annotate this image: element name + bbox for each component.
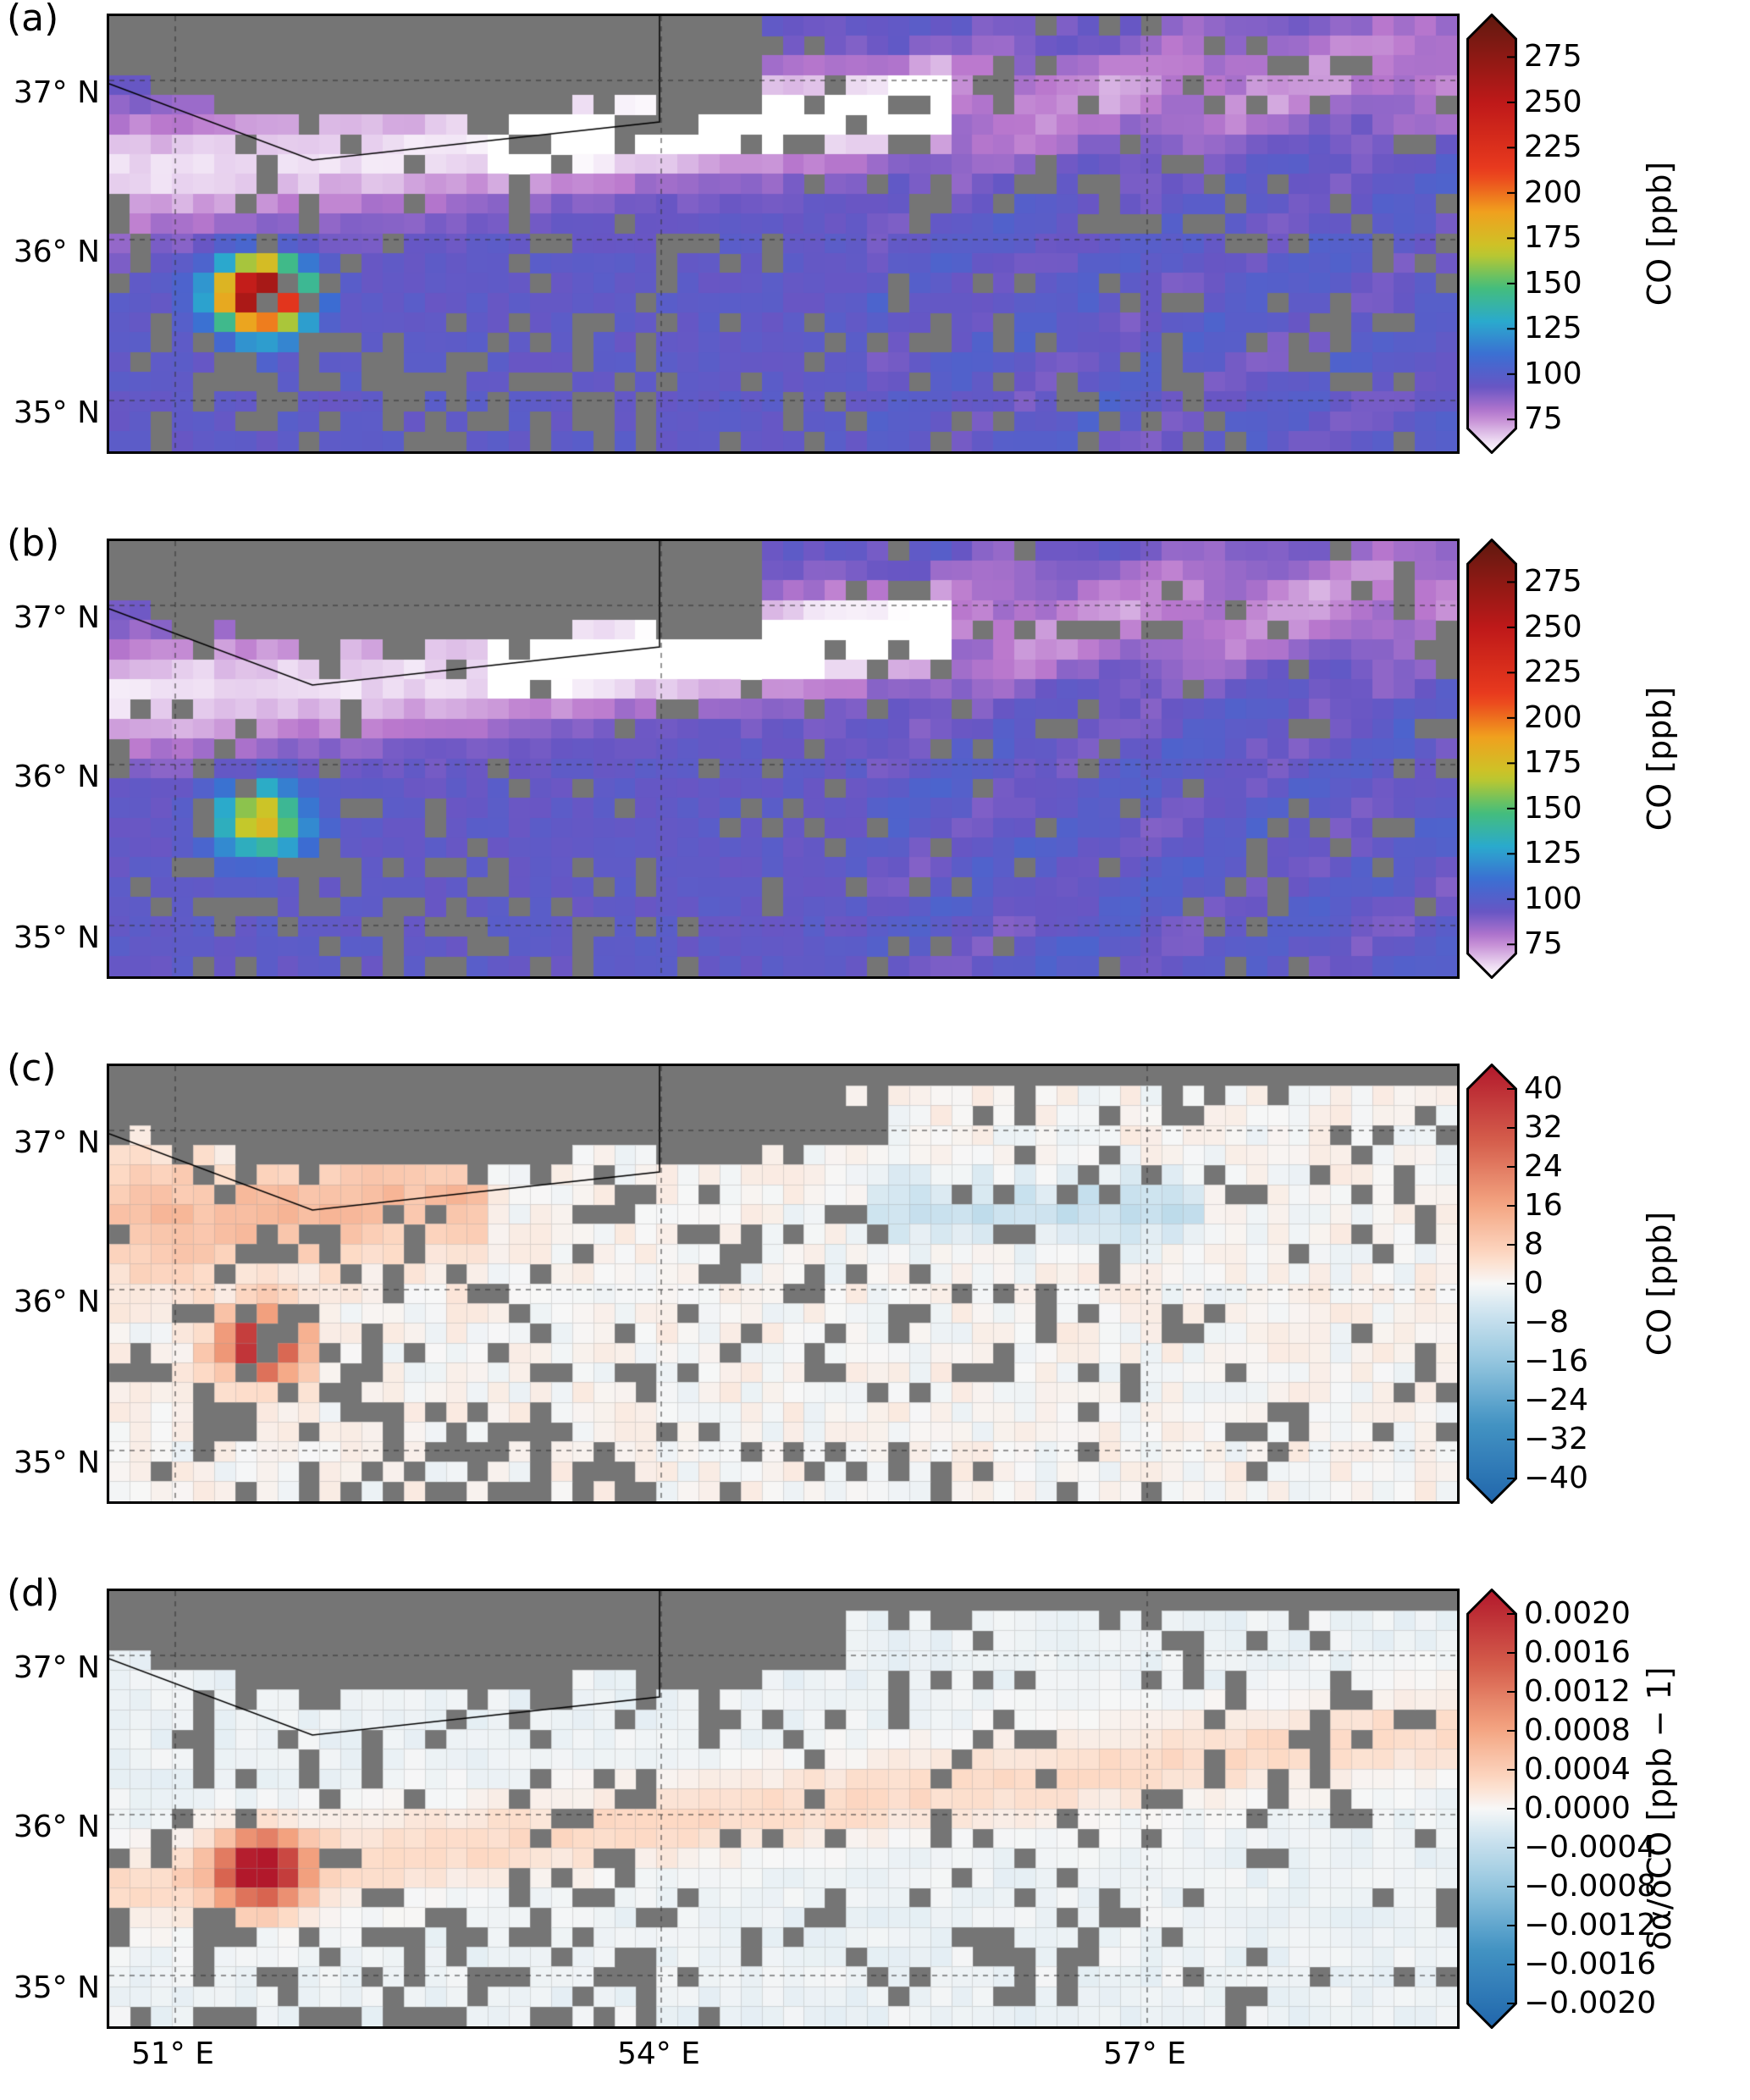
- colorbar-tick-label: 100: [1524, 881, 1582, 916]
- colorbar-tick-label: 0.0000: [1524, 1791, 1631, 1826]
- colorbar-tick-label: 250: [1524, 609, 1582, 644]
- colorbar-gradient: [1466, 539, 1517, 979]
- colorbar-tick-label: 200: [1524, 174, 1582, 210]
- colorbar-tick-label: 125: [1524, 836, 1582, 871]
- colorbar-tick-label: 275: [1524, 564, 1582, 600]
- colorbar: [1466, 1064, 1517, 1504]
- lon-label: 51° E: [131, 2036, 214, 2071]
- colorbar-tick-label: 0.0012: [1524, 1674, 1631, 1709]
- colorbar-gradient: [1466, 1589, 1517, 2029]
- colorbar-gradient: [1466, 1064, 1517, 1504]
- colorbar-tick-label: −16: [1524, 1344, 1588, 1379]
- colorbar-tick-label: −0.0012: [1524, 1908, 1657, 1942]
- colorbar-tick-label: −40: [1524, 1461, 1588, 1495]
- panel-c: (c) 37° N 36° N 35° N CO [ppb] 40 32 24 16 8…: [0, 1050, 1750, 1575]
- lat-label: 36° N: [13, 1810, 100, 1844]
- colorbar-tick-label: 175: [1524, 220, 1582, 256]
- colorbar-tick-label: −0.0008: [1524, 1869, 1657, 1904]
- colorbar-tick-label: 32: [1524, 1110, 1563, 1145]
- panel-b: (b) 37° N 36° N 35° N CO [ppb] 275 250 225…: [0, 525, 1750, 1050]
- colorbar-label: CO [ppb]: [1641, 161, 1678, 307]
- co-map: [107, 539, 1460, 979]
- colorbar-tick-label: 225: [1524, 130, 1582, 165]
- co-difference-map: [107, 1064, 1460, 1504]
- lon-label: 57° E: [1103, 2036, 1186, 2071]
- colorbar-tick-label: 75: [1524, 401, 1563, 437]
- colorbar-gradient: [1466, 14, 1517, 454]
- colorbar-tick-label: −0.0004: [1524, 1830, 1657, 1865]
- panel-label: (c): [7, 1047, 57, 1090]
- lon-label: 54° E: [617, 2036, 700, 2071]
- lat-label: 35° N: [13, 395, 100, 430]
- lat-label: 37° N: [13, 1125, 100, 1160]
- lat-label: 37° N: [13, 1650, 100, 1685]
- colorbar: [1466, 539, 1517, 979]
- co-map-grid: [109, 1066, 1457, 1501]
- lat-label: 37° N: [13, 600, 100, 635]
- colorbar-tick-label: 225: [1524, 655, 1582, 690]
- panel-a: (a) 37° N 36° N 35° N CO [ppb] 275 250 225…: [0, 0, 1750, 525]
- colorbar: [1466, 14, 1517, 454]
- panel-label: (b): [7, 522, 60, 565]
- panel-label: (d): [7, 1572, 60, 1615]
- colorbar-tick-label: 150: [1524, 790, 1582, 826]
- colorbar-tick-label: −8: [1524, 1305, 1570, 1340]
- co-map-grid: [109, 541, 1457, 976]
- colorbar-tick-label: 100: [1524, 356, 1582, 391]
- colorbar-tick-label: 150: [1524, 265, 1582, 301]
- panel-label: (a): [7, 0, 59, 40]
- colorbar: [1466, 1589, 1517, 2029]
- colorbar-tick-label: 0.0020: [1524, 1596, 1631, 1631]
- colorbar-tick-label: 275: [1524, 39, 1582, 75]
- colorbar-tick-label: 125: [1524, 311, 1582, 346]
- colorbar-tick-label: −0.0016: [1524, 1947, 1657, 1981]
- colorbar-tick-label: 175: [1524, 745, 1582, 781]
- lat-label: 36° N: [13, 1285, 100, 1319]
- colorbar-tick-label: 75: [1524, 926, 1563, 962]
- colorbar-tick-label: −24: [1524, 1383, 1588, 1418]
- colorbar-tick-label: −32: [1524, 1422, 1588, 1456]
- co-map-grid: [109, 16, 1457, 451]
- lat-label: 35° N: [13, 920, 100, 955]
- lat-label: 35° N: [13, 1970, 100, 2005]
- colorbar-tick-label: 200: [1524, 699, 1582, 735]
- colorbar-tick-label: 16: [1524, 1188, 1563, 1223]
- co-map-grid: [109, 1591, 1457, 2026]
- colorbar-tick-label: −0.0020: [1524, 1986, 1657, 2020]
- lat-label: 35° N: [13, 1445, 100, 1480]
- colorbar-tick-label: 40: [1524, 1071, 1563, 1106]
- panel-d: (d) 37° N 36° N 35° N δα/δCO [ppb − 1] 0…: [0, 1575, 1750, 2100]
- colorbar-tick-label: 0.0016: [1524, 1635, 1631, 1670]
- co-map: [107, 14, 1460, 454]
- colorbar-tick-label: 24: [1524, 1149, 1563, 1184]
- colorbar-label: CO [ppb]: [1641, 1211, 1678, 1357]
- colorbar-tick-label: 0: [1524, 1266, 1543, 1301]
- colorbar-tick-label: 8: [1524, 1227, 1543, 1262]
- lat-label: 37° N: [13, 75, 100, 110]
- colorbar-tick-label: 250: [1524, 84, 1582, 119]
- colorbar-body: [1466, 14, 1517, 454]
- longitude-axis: 51° E 54° E 57° E: [0, 2039, 1750, 2076]
- sensitivity-map: [107, 1589, 1460, 2029]
- colorbar-tick-label: 0.0004: [1524, 1752, 1631, 1787]
- lat-label: 36° N: [13, 235, 100, 269]
- lat-label: 36° N: [13, 760, 100, 794]
- colorbar-tick-label: 0.0008: [1524, 1713, 1631, 1748]
- colorbar-body: [1466, 539, 1517, 979]
- colorbar-label: CO [ppb]: [1641, 686, 1678, 832]
